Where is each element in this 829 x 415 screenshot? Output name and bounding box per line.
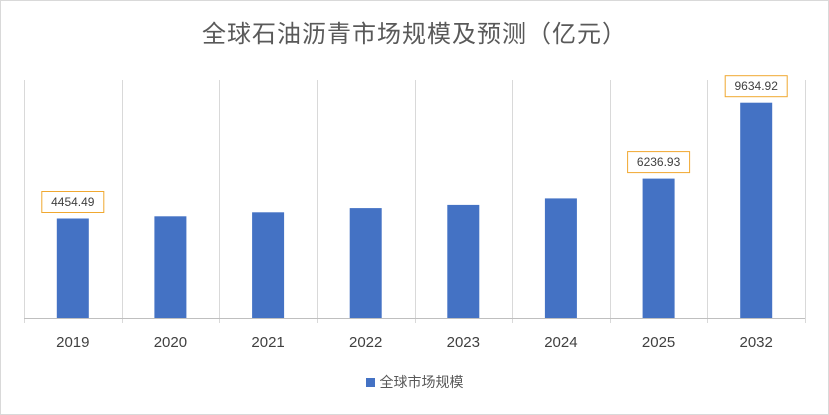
legend-label: 全球市场规模	[379, 375, 464, 391]
x-tick-label-2024: 2024	[544, 334, 577, 351]
bar-2032	[740, 102, 773, 318]
data-label-text: 4454.49	[51, 195, 95, 209]
data-label-text: 9634.92	[735, 79, 779, 93]
data-label-2032: 9634.92	[724, 75, 788, 98]
x-tick-label-2020: 2020	[154, 334, 187, 351]
bar-2019	[56, 218, 89, 318]
data-label-2019: 4454.49	[41, 191, 105, 213]
data-label-2025: 6236.93	[627, 151, 691, 174]
data-label-text: 6236.93	[637, 155, 681, 169]
gridlines	[24, 80, 806, 323]
bar-2020	[154, 216, 187, 318]
data-label-box	[724, 75, 788, 98]
x-tick-label-2023: 2023	[447, 334, 480, 351]
bar-2021	[252, 212, 285, 318]
x-tick-label-2021: 2021	[251, 334, 284, 351]
bar-2023	[447, 204, 480, 318]
bar-2025	[642, 178, 675, 318]
data-label-box	[41, 191, 105, 213]
bar-2022	[349, 208, 382, 318]
chart-title: 全球石油沥青市场规模及预测（亿元）	[202, 20, 627, 48]
x-tick-label-2025: 2025	[642, 334, 675, 351]
data-labels: 4454.49 6236.93 9634.92	[41, 75, 788, 213]
x-tick-label-2019: 2019	[56, 334, 89, 351]
x-tick-labels: 2019 2020 2021 2022 2023 2024 2025 2032	[56, 334, 773, 351]
legend: 全球市场规模	[0, 372, 829, 392]
bar-2024	[544, 198, 577, 318]
x-tick-label-2032: 2032	[740, 334, 773, 351]
legend-swatch	[365, 377, 375, 387]
x-tick-label-2022: 2022	[349, 334, 382, 351]
data-label-box	[627, 151, 691, 174]
bars	[56, 102, 773, 318]
